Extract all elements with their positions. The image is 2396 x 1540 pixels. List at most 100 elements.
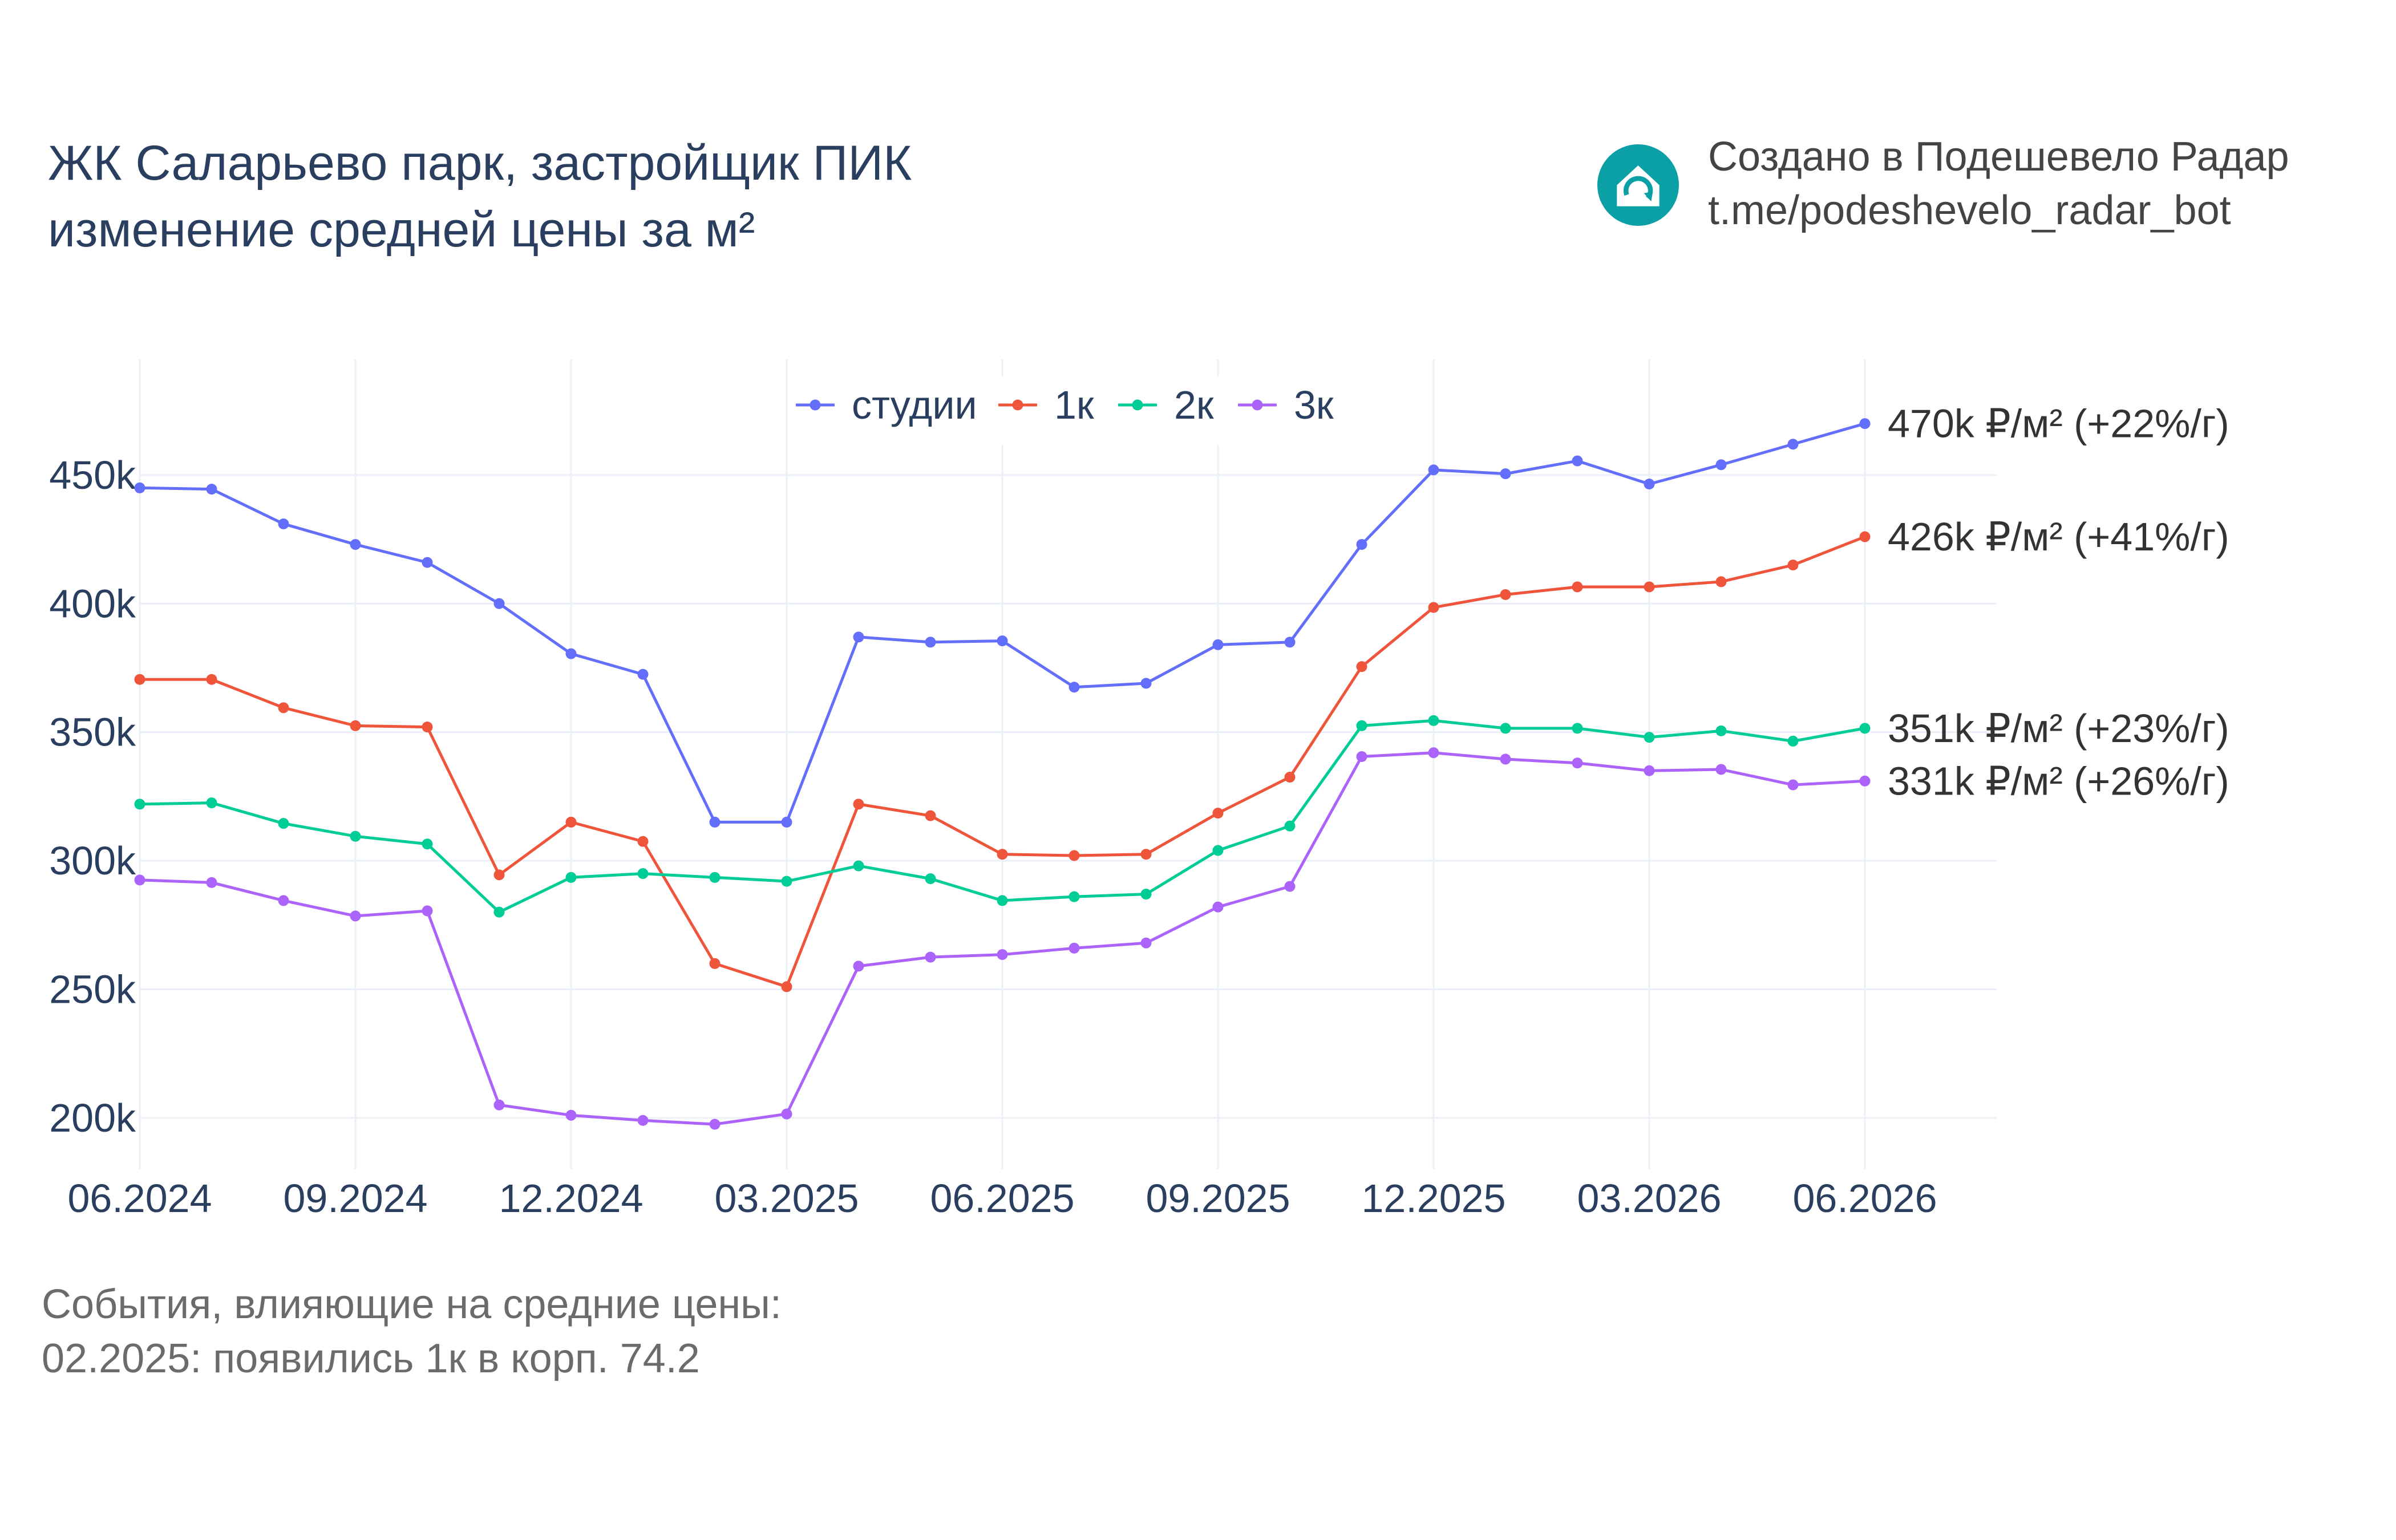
- data-point: [997, 895, 1008, 906]
- data-point: [206, 484, 217, 495]
- x-tick-label: 09.2025: [1146, 1176, 1290, 1221]
- chart-title-line1: ЖК Саларьево парк, застройщик ПИК: [48, 136, 912, 191]
- data-point: [853, 961, 864, 972]
- x-tick-label: 06.2026: [1792, 1176, 1937, 1221]
- data-point: [1787, 735, 1799, 747]
- data-point: [1069, 891, 1080, 902]
- data-point: [1284, 772, 1296, 783]
- data-point: [493, 906, 505, 918]
- data-point: [1356, 720, 1367, 731]
- legend-label: 1к: [1054, 383, 1094, 427]
- data-point: [925, 873, 936, 885]
- data-point: [278, 818, 289, 829]
- data-point: [637, 868, 649, 880]
- data-point: [709, 872, 721, 883]
- y-tick-label: 200k: [49, 1096, 136, 1140]
- data-point: [350, 720, 361, 731]
- data-point: [1140, 937, 1152, 949]
- data-point: [493, 598, 505, 609]
- data-point: [565, 648, 577, 659]
- data-point: [1428, 747, 1439, 759]
- data-point: [997, 949, 1008, 961]
- data-point: [134, 874, 145, 886]
- legend-item[interactable]: 2к: [1118, 383, 1214, 427]
- y-tick-label: 450k: [49, 453, 136, 497]
- x-tick-label: 09.2024: [283, 1176, 427, 1221]
- data-point: [637, 1115, 649, 1126]
- data-point: [853, 631, 864, 643]
- attribution-line2: t.me/podeshevelo_radar_bot: [1708, 188, 2231, 233]
- data-point: [493, 1099, 505, 1111]
- legend-swatch-marker: [810, 399, 821, 411]
- data-point: [781, 816, 792, 828]
- x-axis-tick-labels: 06.2024 09.2024 12.2024 03.2025 06.2025 09.20…: [67, 1176, 1937, 1221]
- data-point: [1787, 779, 1799, 791]
- data-point: [1428, 602, 1439, 613]
- legend-background: [793, 376, 1363, 445]
- data-point: [565, 1109, 577, 1121]
- data-point: [422, 905, 433, 917]
- data-point: [853, 860, 864, 872]
- series-2к: [134, 715, 1871, 918]
- chart-title-line2: изменение средней цены за м²: [48, 202, 755, 257]
- data-point: [709, 958, 721, 969]
- data-point: [278, 518, 289, 530]
- data-point: [1715, 459, 1727, 471]
- data-point: [1859, 723, 1871, 734]
- data-point: [1069, 850, 1080, 861]
- series-3к: [134, 747, 1871, 1130]
- end-labels: 470k ₽/м² (+22%/г) 426k ₽/м² (+41%/г) 351k…: [1888, 402, 2229, 804]
- series-студии: [134, 418, 1871, 828]
- data-point: [1069, 682, 1080, 693]
- data-point: [925, 810, 936, 821]
- x-tick-label: 12.2025: [1361, 1176, 1505, 1221]
- y-axis-tick-labels: 200k 250k 300k 350k 400k 450k: [49, 453, 136, 1140]
- legend-swatch-marker: [1252, 399, 1263, 411]
- data-point: [350, 539, 361, 550]
- data-point: [1212, 901, 1224, 913]
- data-point: [1140, 849, 1152, 860]
- data-point: [1069, 942, 1080, 954]
- events-note: События, влияющие на средние цены: 02.20…: [42, 1278, 782, 1386]
- data-point: [1644, 765, 1655, 776]
- data-point: [1428, 715, 1439, 726]
- attribution-text: Создано в Подешевело Радар t.me/podeshev…: [1708, 130, 2289, 237]
- grid: [139, 359, 1997, 1169]
- data-point: [1644, 479, 1655, 490]
- data-point: [1356, 751, 1367, 762]
- data-point: [134, 674, 145, 685]
- data-point: [997, 849, 1008, 860]
- x-tick-label: 12.2024: [499, 1176, 643, 1221]
- data-point: [565, 816, 577, 828]
- events-heading: События, влияющие на средние цены:: [42, 1282, 782, 1327]
- data-point: [1787, 439, 1799, 450]
- data-point: [134, 799, 145, 810]
- data-point: [134, 482, 145, 493]
- data-point: [1787, 560, 1799, 571]
- logo-refresh-arc: [1623, 176, 1653, 200]
- data-point: [1500, 589, 1511, 600]
- data-point: [1140, 889, 1152, 900]
- data-point: [422, 557, 433, 568]
- legend-item[interactable]: студии: [796, 383, 977, 427]
- y-tick-label: 400k: [49, 581, 136, 626]
- data-point: [925, 951, 936, 963]
- data-point: [1284, 881, 1296, 892]
- data-point: [1500, 753, 1511, 765]
- data-point: [1715, 725, 1727, 736]
- end-label: 426k ₽/м² (+41%/г): [1888, 514, 2229, 559]
- end-label: 351k ₽/м² (+23%/г): [1888, 706, 2229, 751]
- data-point: [781, 981, 792, 992]
- legend-swatch-marker: [1132, 399, 1143, 411]
- data-point: [1572, 723, 1583, 734]
- data-point: [278, 702, 289, 714]
- data-point: [493, 869, 505, 881]
- x-tick-label: 03.2026: [1577, 1176, 1721, 1221]
- data-point: [1644, 581, 1655, 593]
- legend-item[interactable]: 3к: [1238, 383, 1334, 427]
- data-point: [1284, 637, 1296, 648]
- data-point: [709, 1118, 721, 1130]
- data-point: [206, 797, 217, 809]
- y-tick-label: 350k: [49, 710, 136, 755]
- legend-item[interactable]: 1к: [998, 383, 1094, 427]
